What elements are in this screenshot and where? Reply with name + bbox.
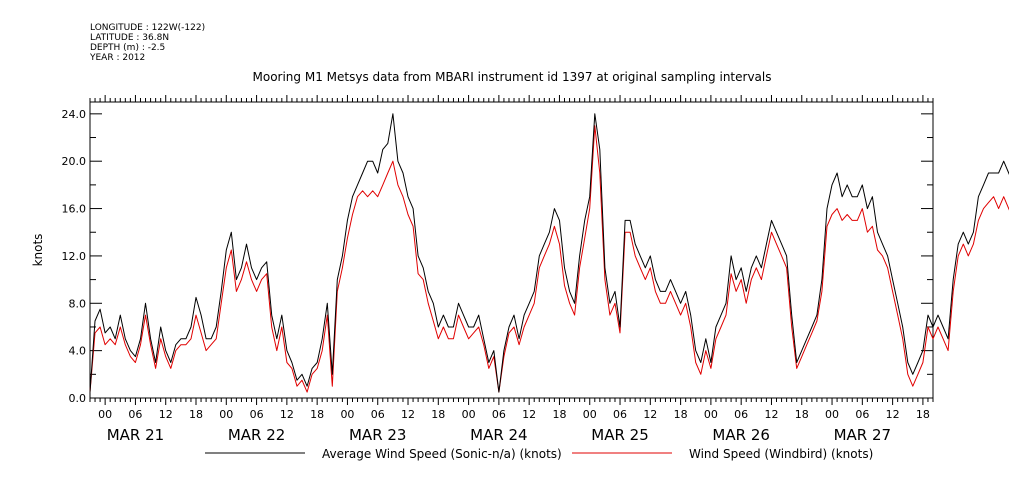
series-layer	[89, 113, 1009, 393]
header-latitude: LATITUDE : 36.8N	[90, 33, 169, 43]
x-hour-tick-label: 18	[674, 408, 688, 421]
x-hour-tick-label: 00	[704, 408, 718, 421]
x-hour-tick-label: 06	[734, 408, 748, 421]
y-axis-label: knots	[31, 234, 45, 267]
x-hour-tick-label: 18	[189, 408, 203, 421]
legend-label-windbird: Wind Speed (Windbird) (knots)	[689, 447, 873, 461]
x-hour-tick-label: 00	[462, 408, 476, 421]
x-day-label: MAR 24	[470, 426, 527, 444]
axes-group: 00 06 12 18 MAR 21 00 06 12 18 MAR 22 00 06 12 18 MAR …	[62, 95, 934, 444]
x-hour-tick-label: 18	[431, 408, 445, 421]
series-line-windbird	[89, 125, 1009, 393]
x-day-label: MAR 27	[834, 426, 891, 444]
x-hour-tick-label: 06	[492, 408, 506, 421]
x-hour-tick-label: 12	[522, 408, 536, 421]
x-hour-tick-label: 06	[250, 408, 264, 421]
x-day-label: MAR 26	[712, 426, 769, 444]
x-hour-tick-label: 12	[159, 408, 173, 421]
series-line-sonic	[89, 113, 1009, 393]
x-day-label: MAR 25	[591, 426, 648, 444]
y-tick-label: 24.0	[62, 108, 87, 121]
legend: Average Wind Speed (Sonic-n/a) (knots) W…	[205, 447, 873, 461]
x-day-label: MAR 23	[349, 426, 406, 444]
x-hour-tick-label: 06	[128, 408, 142, 421]
x-hour-tick-label: 12	[401, 408, 415, 421]
y-tick-label: 4.0	[69, 345, 87, 358]
x-hour-tick-label: 00	[340, 408, 354, 421]
chart-title: Mooring M1 Metsys data from MBARI instru…	[253, 70, 772, 84]
legend-label-sonic: Average Wind Speed (Sonic-n/a) (knots)	[322, 447, 562, 461]
x-hour-tick-label: 18	[916, 408, 930, 421]
x-hour-tick-label: 12	[643, 408, 657, 421]
x-hour-tick-label: 00	[98, 408, 112, 421]
x-hour-tick-label: 00	[219, 408, 233, 421]
x-hour-tick-label: 00	[825, 408, 839, 421]
x-hour-tick-label: 12	[764, 408, 778, 421]
x-day-label: MAR 22	[228, 426, 285, 444]
x-hour-tick-label: 18	[795, 408, 809, 421]
x-hour-tick-label: 06	[613, 408, 627, 421]
plot-frame	[89, 101, 934, 399]
x-hour-tick-label: 12	[280, 408, 294, 421]
x-hour-tick-label: 18	[310, 408, 324, 421]
x-hour-tick-label: 06	[371, 408, 385, 421]
y-tick-label: 8.0	[69, 297, 87, 310]
header-longitude: LONGITUDE : 122W(-122)	[90, 23, 205, 33]
x-hour-tick-label: 12	[886, 408, 900, 421]
y-tick-label: 12.0	[62, 250, 87, 263]
x-hour-tick-label: 00	[583, 408, 597, 421]
x-hour-tick-label: 06	[855, 408, 869, 421]
y-tick-label: 16.0	[62, 203, 87, 216]
y-tick-label: 0.0	[69, 392, 87, 405]
header-depth: DEPTH (m) : -2.5	[90, 43, 165, 53]
y-tick-label: 20.0	[62, 155, 87, 168]
header-year: YEAR : 2012	[89, 53, 145, 63]
x-hour-tick-label: 18	[552, 408, 566, 421]
x-day-label: MAR 21	[107, 426, 164, 444]
